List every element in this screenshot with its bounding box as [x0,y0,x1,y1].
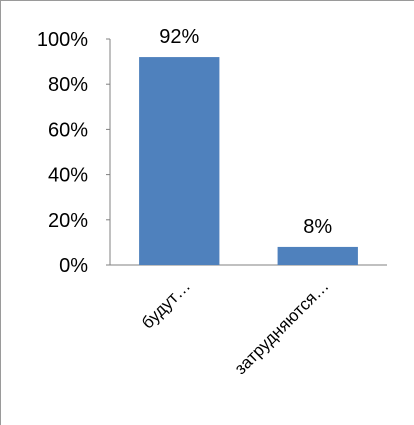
y-tick-label: 100% [37,29,88,51]
y-axis-ticks: 0% 20% 40% 60% 80% 100% [37,29,110,277]
y-tick-label: 80% [48,74,88,96]
bars [139,57,358,265]
bar-value-label: 92% [159,26,199,48]
y-tick-label: 20% [48,210,88,232]
x-category-label: будут… [138,276,194,332]
y-tick-label: 0% [59,255,88,277]
bar [277,246,358,265]
bar [139,57,220,265]
category-labels: будут… затрудняются… [138,276,333,378]
y-tick-label: 60% [48,119,88,141]
y-tick-label: 40% [48,165,88,187]
value-labels: 92% 8% [159,26,332,238]
bar-value-label: 8% [303,216,332,238]
x-category-label: затрудняются… [231,276,333,378]
